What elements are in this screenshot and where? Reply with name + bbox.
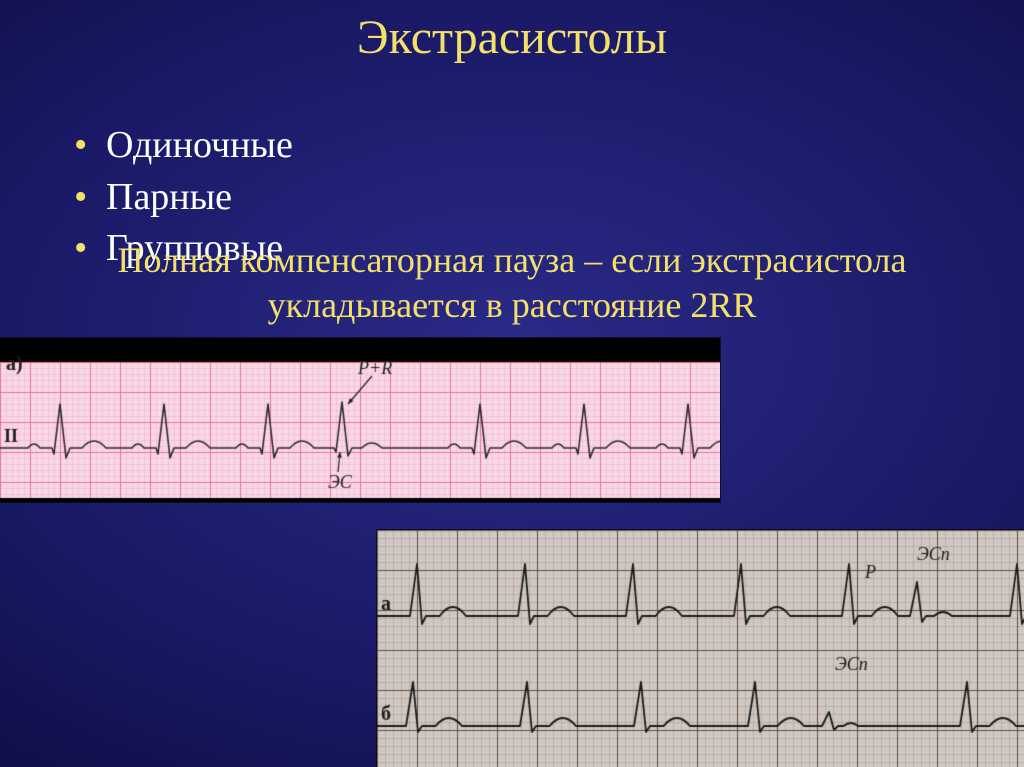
slide-title: Экстрасистолы — [0, 10, 1024, 65]
ecg-canvas-2 — [377, 530, 1024, 767]
slide: Экстрасистолы Одиночные Парные Групповые… — [0, 0, 1024, 767]
ecg-strip-2 — [377, 530, 1024, 767]
ecg-strip-1 — [0, 338, 720, 502]
bullet-item: Одиночные — [70, 122, 293, 170]
ecg-canvas-1 — [0, 338, 720, 502]
bullet-item: Парные — [70, 174, 293, 222]
slide-subtitle: Полная компенсаторная пауза – если экстр… — [0, 238, 1024, 328]
